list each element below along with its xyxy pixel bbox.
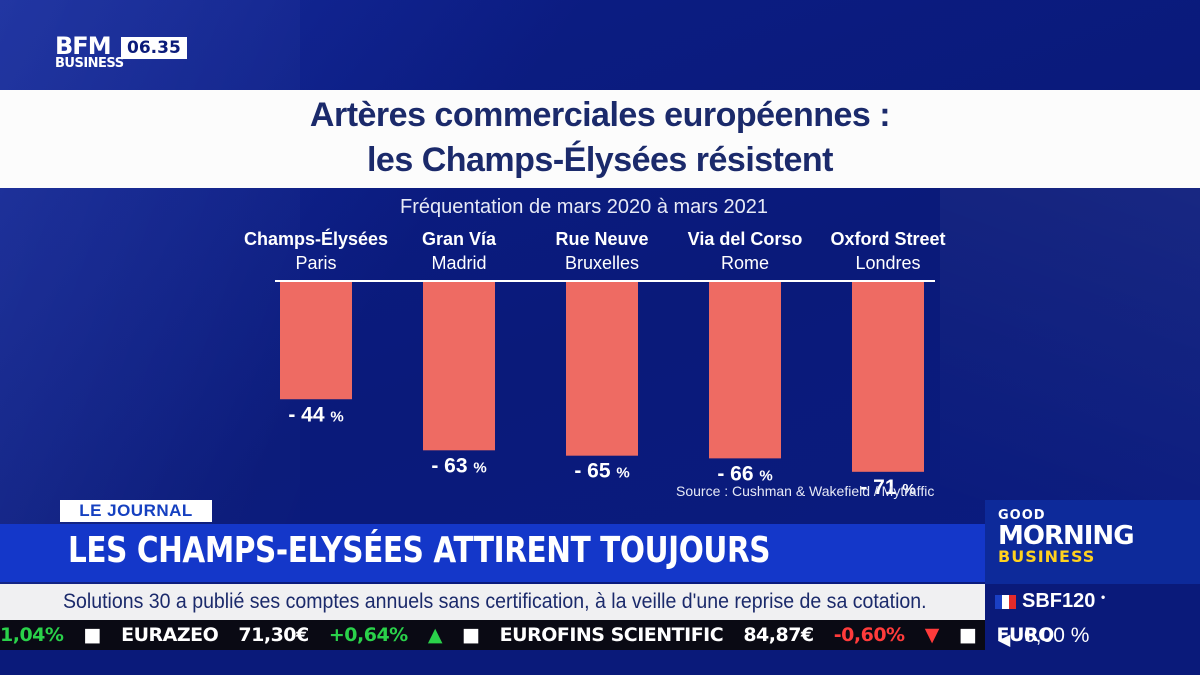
- show-logo-line2: MORNING: [998, 521, 1135, 551]
- value-label: - 44 %: [288, 403, 343, 426]
- headline-bar: [0, 524, 985, 582]
- news-ticker-text: Solutions 30 a publié ses comptes annuel…: [63, 590, 927, 613]
- bar: [566, 281, 638, 456]
- ticker-bullet-icon: ■: [462, 624, 480, 646]
- category-label: Rue Neuve: [555, 229, 648, 249]
- category-label: Via del Corso: [688, 229, 803, 249]
- city-label: Bruxelles: [565, 253, 639, 273]
- stock-ticker-bar: [0, 620, 985, 650]
- arrow-down-icon: ▼: [924, 624, 940, 646]
- city-label: Madrid: [431, 253, 486, 273]
- show-logo-line3: BUSINESS: [998, 547, 1096, 566]
- index-name-text: SBF120: [1022, 590, 1096, 612]
- city-label: Londres: [855, 253, 920, 273]
- value-label: - 65 %: [574, 460, 629, 483]
- bar: [709, 281, 781, 459]
- stock-pct: 1,04%: [0, 624, 64, 646]
- stock-ticker: 1,04% ■ EURAZEO 71,30€ +0,64% ▲ ■ EUROFI…: [0, 624, 1068, 648]
- value-unit: %: [330, 408, 343, 425]
- title-band: [0, 90, 1200, 188]
- index-name: SBF120 •: [1022, 590, 1105, 613]
- logo-business: BUSINESS: [55, 56, 124, 71]
- index-value: 0,00 %: [1024, 624, 1090, 647]
- show-logo: GOOD MORNING BUSINESS: [998, 508, 1135, 566]
- chart-title-line1: Artères commerciales européennes :: [309, 96, 891, 134]
- stock-name: EUROFINS SCIENTIFIC: [499, 624, 724, 646]
- value-unit: %: [473, 459, 486, 476]
- clock: 06.35: [121, 37, 187, 59]
- index-marker: •: [1100, 590, 1106, 604]
- arrow-left-icon: ◀: [998, 632, 1011, 649]
- value-unit: %: [616, 465, 629, 482]
- chart-subtitle: Fréquentation de mars 2020 à mars 2021: [400, 196, 768, 218]
- bar: [280, 281, 352, 400]
- value-unit: %: [902, 481, 915, 498]
- category-label: Oxford Street: [830, 229, 945, 249]
- value-label: - 71 %: [860, 476, 915, 499]
- chart-source: Source : Cushman & Wakefield / Mytraffic: [676, 483, 935, 499]
- bar: [852, 281, 924, 472]
- stock-name: EURO: [996, 624, 1055, 646]
- show-logo-line1: GOOD: [998, 508, 1046, 523]
- value-label: - 63 %: [431, 454, 486, 477]
- value-unit: %: [759, 467, 772, 484]
- arrow-up-icon: ▲: [427, 624, 443, 646]
- ticker-bullet-icon: ■: [83, 624, 102, 646]
- france-flag-icon: [995, 595, 1016, 609]
- logo-bfm: BFM: [55, 32, 112, 60]
- city-label: Paris: [295, 253, 336, 273]
- stock-pct: +0,64%: [328, 624, 408, 646]
- value-label: - 66 %: [717, 462, 772, 485]
- index-bar: [985, 584, 1200, 620]
- section-tag: LE JOURNAL: [60, 500, 212, 522]
- stock-price: 84,87€: [743, 624, 814, 646]
- stock-pct: -0,60%: [833, 624, 905, 646]
- channel-logo: BFM BUSINESS: [55, 32, 124, 71]
- ticker-bullet-icon: ■: [958, 624, 977, 646]
- category-label: Gran Vía: [422, 229, 497, 249]
- city-label: Rome: [721, 253, 769, 273]
- stock-name: EURAZEO: [121, 624, 219, 646]
- news-ticker-bar: [0, 584, 985, 620]
- bottom-strip: [0, 650, 985, 675]
- headline: LES CHAMPS-ELYSÉES ATTIRENT TOUJOURS: [68, 530, 771, 571]
- index-value-row: [985, 620, 1200, 675]
- category-label: Champs-Élysées: [244, 228, 388, 249]
- background-shape: [940, 180, 1200, 500]
- stock-price: 71,30€: [238, 624, 309, 646]
- bar: [423, 281, 495, 451]
- chart-title-line2: les Champs-Élysées résistent: [366, 141, 834, 179]
